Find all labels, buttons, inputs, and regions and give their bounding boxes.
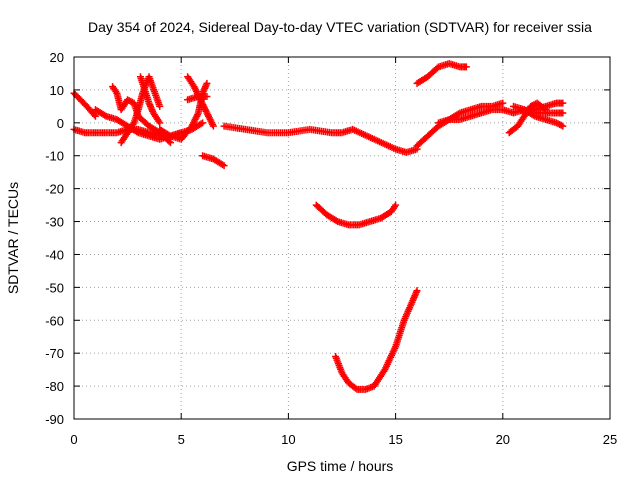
data-point: [127, 97, 135, 105]
data-point: [133, 128, 141, 136]
data-point: [413, 287, 421, 295]
data-point: [462, 63, 470, 71]
x-tick-label: 5: [178, 432, 185, 447]
series-arc-i: [184, 92, 211, 104]
y-tick-label: -30: [45, 215, 64, 230]
data-point: [220, 162, 228, 170]
data-point: [559, 109, 567, 117]
y-tick-label: -70: [45, 346, 64, 361]
series-arc-n: [413, 60, 470, 87]
data-point: [166, 139, 174, 147]
data-point: [165, 137, 173, 145]
x-tick-label: 10: [281, 432, 295, 447]
series-arc-e: [117, 73, 164, 147]
y-tick-label: -40: [45, 247, 64, 262]
y-tick-label: -10: [45, 149, 64, 164]
data-point: [91, 112, 99, 120]
data-point: [90, 111, 98, 119]
y-tick-label: 0: [57, 116, 64, 131]
chart-title: Day 354 of 2024, Sidereal Day-to-day VTE…: [88, 19, 592, 35]
x-tick-label: 0: [70, 432, 77, 447]
data-point: [499, 99, 507, 107]
data-point: [559, 99, 567, 107]
data-point: [101, 111, 109, 119]
data-points: [70, 60, 567, 393]
series-arc-j: [199, 152, 228, 170]
data-point: [156, 102, 164, 110]
y-tick-label: -20: [45, 182, 64, 197]
series-arc-r: [510, 102, 567, 130]
axis-ticks: 0 5 10 15 20 25 20 10 0 -10 -20 -30 -40 -50 -60 -70 -80 -…: [45, 50, 617, 447]
series-arc-m: [332, 287, 421, 393]
series-arc-k: [220, 122, 421, 156]
y-tick-label: -60: [45, 313, 64, 328]
series-arc-s: [520, 99, 567, 117]
y-tick-label: -50: [45, 280, 64, 295]
x-tick-label: 25: [603, 432, 617, 447]
data-point: [199, 119, 207, 127]
data-point: [203, 92, 211, 100]
data-point: [332, 217, 340, 225]
data-point: [219, 161, 227, 169]
data-point: [392, 201, 400, 209]
y-axis-label: SDTVAR / TECUs: [5, 182, 21, 294]
y-tick-label: 20: [50, 50, 64, 65]
y-tick-label: -90: [45, 412, 64, 427]
x-tick-label: 15: [388, 432, 402, 447]
data-point: [203, 79, 211, 87]
series-arc-l: [312, 201, 400, 229]
data-point: [165, 131, 173, 139]
data-point: [559, 122, 567, 130]
x-tick-label: 20: [496, 432, 510, 447]
data-point: [197, 120, 205, 128]
data-point: [209, 122, 217, 130]
y-tick-label: 10: [50, 83, 64, 98]
x-axis-label: GPS time / hours: [287, 458, 394, 474]
y-tick-label: -80: [45, 379, 64, 394]
plot-frame: [73, 56, 611, 420]
series-arc-f: [136, 73, 164, 127]
data-point: [352, 384, 360, 392]
data-point: [156, 119, 164, 127]
series-arc-g: [156, 79, 211, 143]
series-arc-b: [70, 89, 99, 120]
